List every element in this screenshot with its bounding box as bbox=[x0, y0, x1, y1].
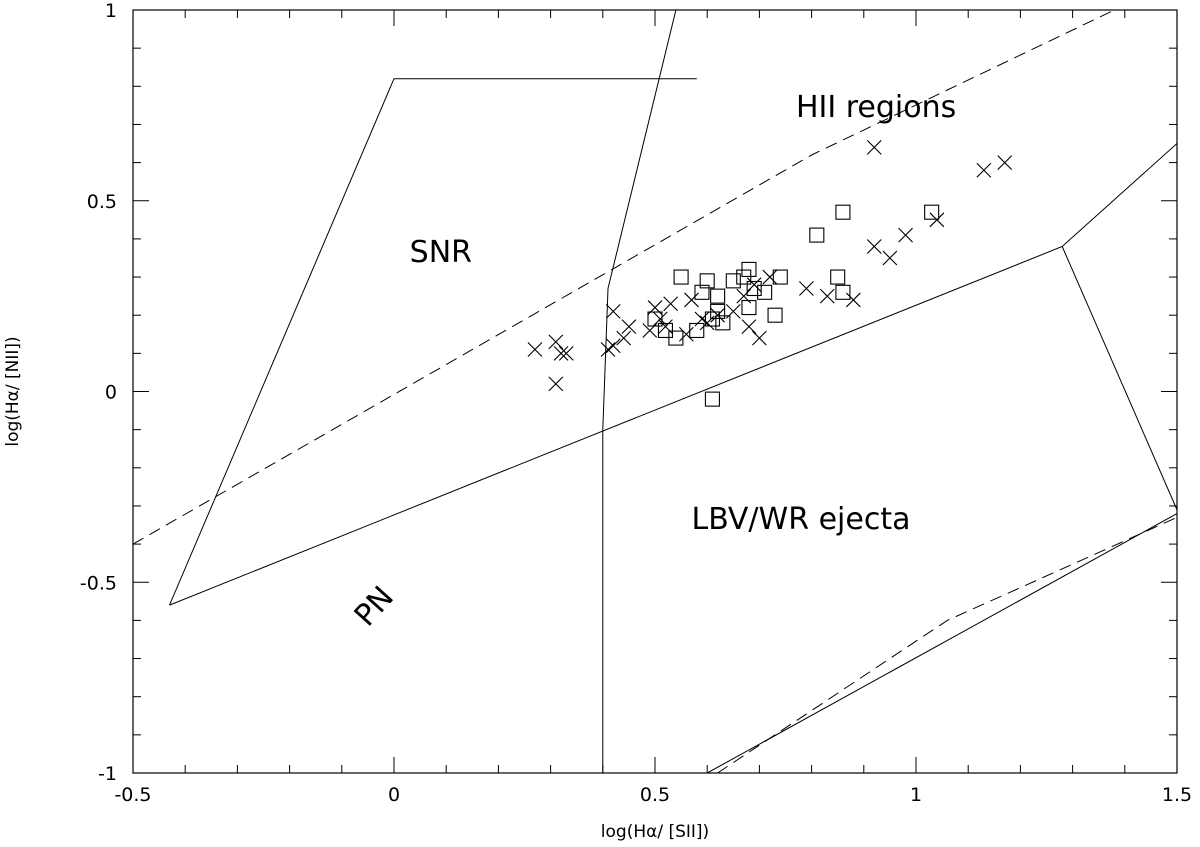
square-marker bbox=[736, 269, 752, 285]
square-marker bbox=[699, 273, 715, 289]
y-tick-label: 0 bbox=[105, 382, 117, 404]
cross-marker bbox=[684, 292, 699, 308]
square-marker bbox=[715, 315, 731, 331]
cross-marker bbox=[798, 281, 814, 296]
square-marker bbox=[694, 284, 710, 300]
square-marker bbox=[704, 391, 720, 407]
square-marker bbox=[657, 322, 673, 339]
x-tick-label: 1 bbox=[910, 784, 922, 806]
region-label: PN bbox=[348, 580, 401, 634]
cross-marker bbox=[929, 212, 945, 228]
x-tick-label: -0.5 bbox=[114, 784, 151, 806]
y-tick-label: 0.5 bbox=[87, 191, 117, 213]
cross-marker bbox=[678, 326, 694, 342]
cross-marker bbox=[762, 269, 778, 285]
square-marker bbox=[809, 227, 825, 243]
cross-marker bbox=[558, 345, 574, 361]
tick-labels: -0.5 0 0.5 1 1.5-1-0.500.51 bbox=[80, 0, 1192, 806]
square-marker bbox=[924, 204, 940, 220]
cross-marker bbox=[621, 319, 637, 335]
y-tick-label: -1 bbox=[98, 763, 117, 785]
square-marker bbox=[668, 330, 684, 346]
square-marker bbox=[835, 284, 851, 300]
x-tick-label: 0.5 bbox=[640, 784, 670, 806]
square-marker bbox=[710, 303, 726, 319]
x-tick-label: 0 bbox=[388, 784, 400, 806]
cross-marker bbox=[752, 330, 767, 346]
cross-marker bbox=[819, 288, 835, 304]
cross-marker bbox=[548, 334, 564, 350]
square-marker bbox=[673, 269, 689, 285]
boundary-line bbox=[169, 143, 1177, 606]
square-marker bbox=[689, 322, 705, 339]
square-marker bbox=[830, 269, 846, 285]
square-marker bbox=[741, 300, 757, 316]
x-axis-label: log(Hα/ [SII]) bbox=[601, 822, 709, 842]
cross-marker bbox=[605, 338, 621, 354]
cross-marker bbox=[710, 307, 726, 323]
cross-marker bbox=[898, 227, 913, 243]
y-tick-label: 1 bbox=[105, 0, 117, 22]
square-marker bbox=[746, 280, 762, 297]
y-tick-label: -0.5 bbox=[80, 572, 117, 594]
x-tick-label: 1.5 bbox=[1162, 784, 1192, 806]
cross-marker bbox=[605, 303, 621, 319]
boundary-line bbox=[706, 513, 1177, 773]
cross-marker bbox=[976, 162, 992, 178]
tick-marks bbox=[132, 9, 1178, 774]
cross-marker bbox=[741, 319, 757, 335]
cross-marker bbox=[882, 250, 898, 266]
cross-marker bbox=[866, 139, 882, 155]
boundary-line bbox=[607, 10, 677, 289]
square-marker bbox=[767, 307, 783, 323]
region-boundaries bbox=[133, 10, 1177, 773]
cross-marker bbox=[548, 376, 564, 392]
region-label: SNR bbox=[410, 235, 472, 270]
y-axis-label: log(Hα/ [NII]) bbox=[3, 336, 23, 446]
region-label: LBV/WR ejecta bbox=[692, 502, 911, 537]
cross-marker bbox=[997, 155, 1013, 170]
dashed-boundary-line bbox=[133, 10, 1115, 545]
boundary-line bbox=[602, 288, 609, 773]
cross-marker bbox=[746, 277, 762, 293]
dashed-boundary-line bbox=[717, 516, 1177, 773]
cross-marker bbox=[553, 345, 569, 361]
cross-marker bbox=[527, 342, 543, 357]
cross-marker bbox=[616, 330, 632, 346]
region-labels: SNR HII regions LBV/WR ejecta PN bbox=[348, 90, 956, 634]
region-label: HII regions bbox=[796, 90, 956, 125]
cross-marker bbox=[845, 292, 861, 308]
square-marker bbox=[647, 311, 663, 327]
cross-marker bbox=[663, 296, 679, 312]
boundary-line bbox=[169, 78, 697, 606]
square-marker bbox=[725, 273, 741, 289]
square-marker bbox=[710, 288, 726, 304]
square-marker bbox=[741, 261, 757, 277]
data-points bbox=[527, 139, 1013, 407]
square-marker bbox=[704, 311, 720, 327]
square-marker bbox=[835, 204, 851, 220]
square-marker bbox=[772, 269, 788, 285]
boundary-line bbox=[1061, 246, 1177, 510]
plot-frame bbox=[132, 9, 1178, 774]
cross-marker bbox=[866, 239, 882, 254]
square-marker bbox=[757, 284, 773, 300]
